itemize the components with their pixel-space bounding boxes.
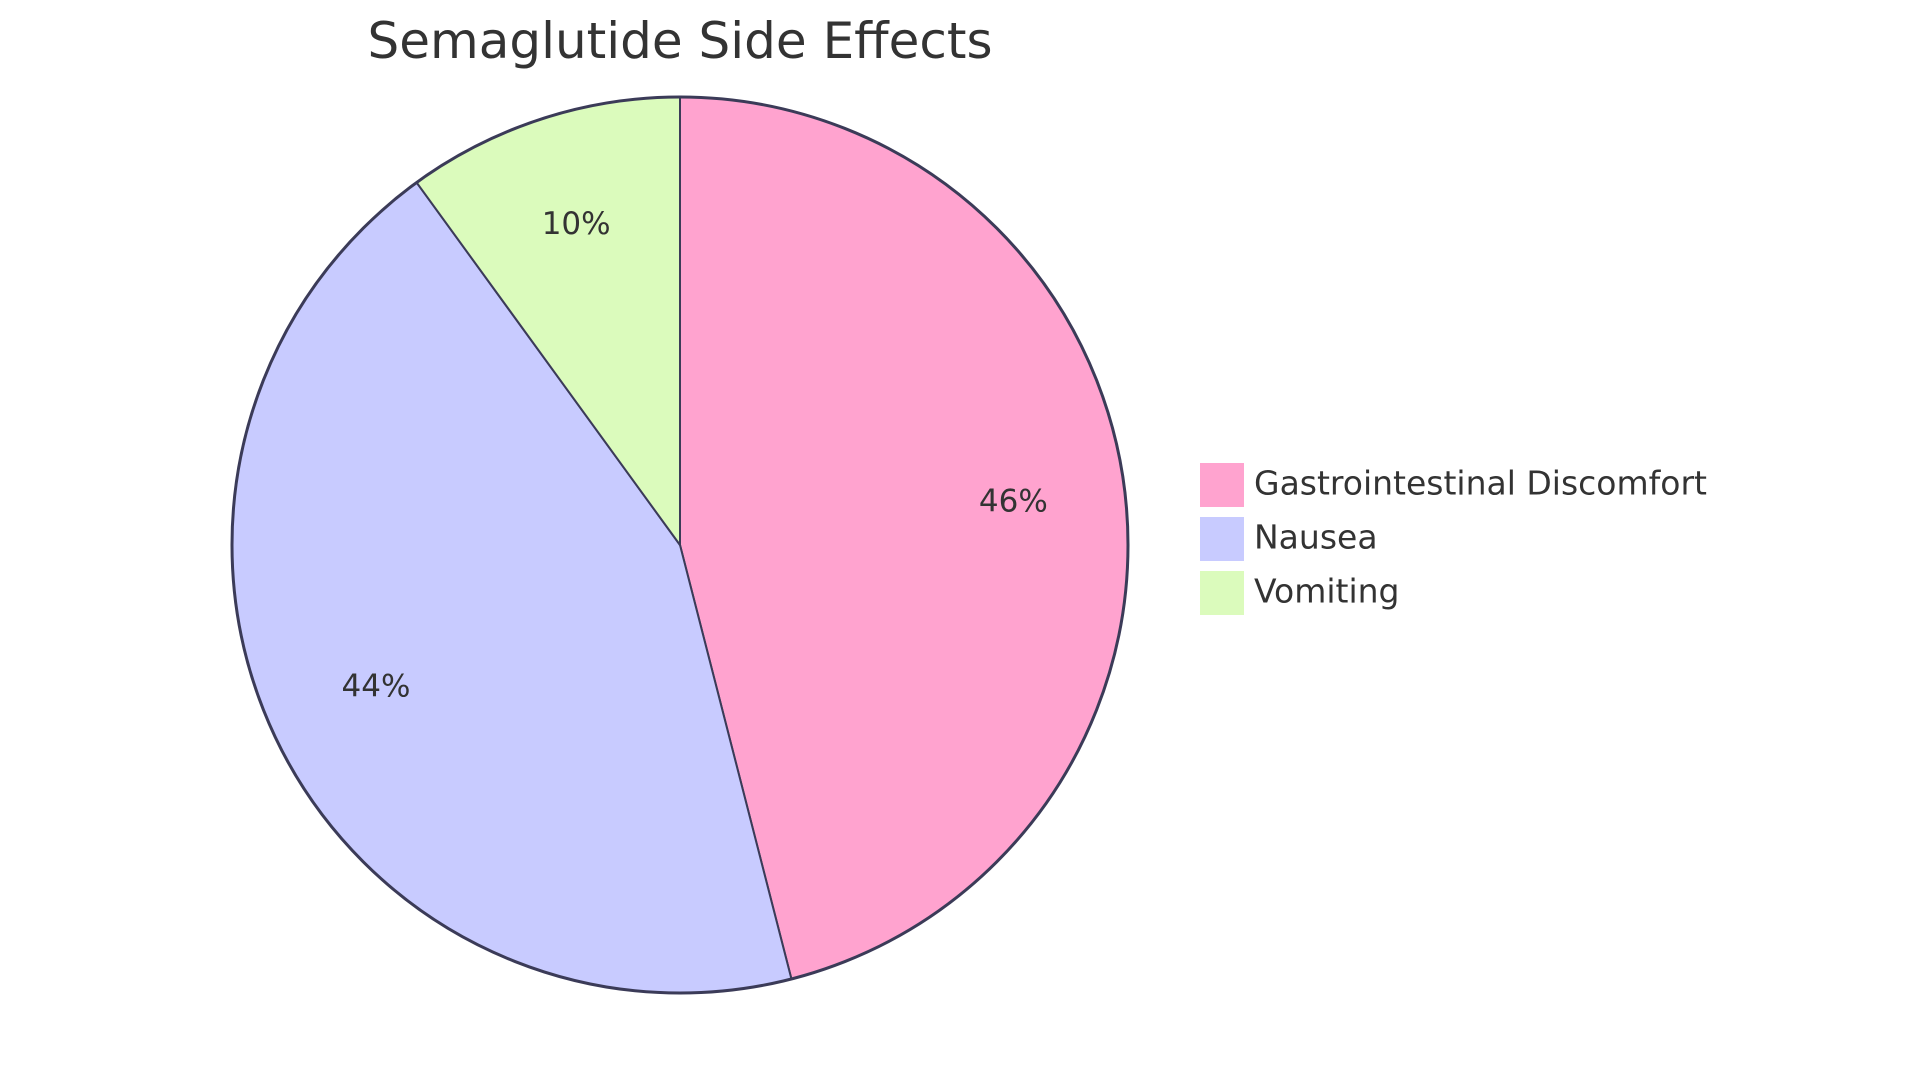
slice-label-nausea: 44% <box>342 669 411 705</box>
legend: Gastrointestinal Discomfort Nausea Vomitin… <box>1200 463 1707 615</box>
slice-label-vomiting: 10% <box>542 206 611 242</box>
legend-swatch-gastrointestinal-discomfort <box>1200 463 1244 507</box>
chart-title: Semaglutide Side Effects <box>367 12 992 70</box>
pie-slices <box>230 95 1130 995</box>
pie-slice-labels: 46% 44% 10% <box>342 206 1048 705</box>
legend-label-gastrointestinal-discomfort: Gastrointestinal Discomfort <box>1254 464 1707 503</box>
pie-outline <box>230 95 1130 995</box>
legend-swatch-nausea <box>1200 517 1244 561</box>
legend-label-vomiting: Vomiting <box>1254 572 1400 611</box>
legend-label-nausea: Nausea <box>1254 518 1378 557</box>
slice-label-gastrointestinal-discomfort: 46% <box>979 483 1048 519</box>
legend-swatch-vomiting <box>1200 571 1244 615</box>
